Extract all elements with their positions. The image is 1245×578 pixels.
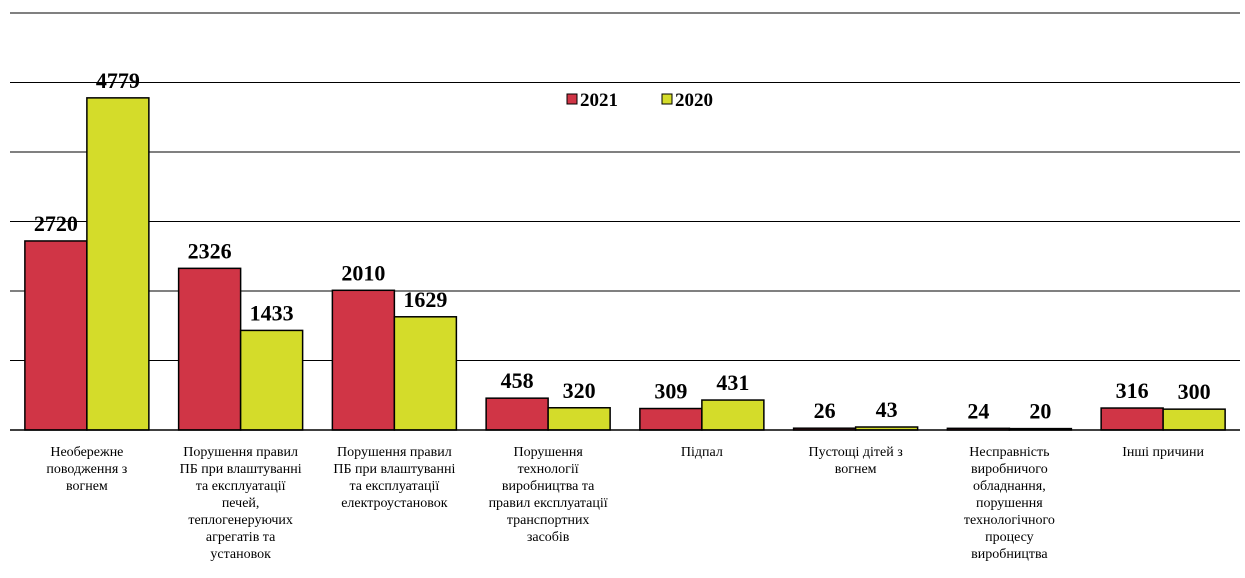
category-label-line: транспортних bbox=[507, 513, 590, 528]
value-label-2021-5: 309 bbox=[654, 379, 687, 404]
category-labels: Необережне поводження з вогнем Порушення пр… bbox=[46, 445, 1204, 562]
category-label-line: Несправність bbox=[969, 445, 1049, 460]
value-label-2020-5: 431 bbox=[716, 370, 749, 395]
legend-label-2021: 2021 bbox=[580, 90, 618, 111]
legend-swatch-2021 bbox=[566, 93, 578, 105]
value-label-2021-4: 458 bbox=[501, 368, 534, 393]
bars bbox=[24, 97, 1226, 431]
bar-2020-4 bbox=[547, 407, 611, 431]
category-label-5: Підпал bbox=[681, 445, 723, 460]
category-label-line: засобів bbox=[527, 530, 570, 545]
bar-2021-3 bbox=[331, 289, 396, 431]
bar-2020-3 bbox=[393, 316, 458, 431]
bar-2020-8 bbox=[1162, 408, 1226, 431]
category-label-line: електроустановок bbox=[341, 496, 448, 511]
category-label-8: Інші причини bbox=[1122, 445, 1204, 460]
category-label-4: Порушення технології виробництва та правил … bbox=[489, 445, 608, 545]
category-label-line: технології bbox=[518, 462, 579, 477]
category-label-line: агрегатів та bbox=[206, 530, 276, 545]
value-label-2020-4: 320 bbox=[563, 378, 596, 403]
category-label-line: Підпал bbox=[681, 445, 723, 460]
category-label-line: Порушення правил bbox=[337, 445, 452, 460]
value-label-2021-2: 2326 bbox=[188, 238, 232, 263]
category-label-line: Пустощі дітей з bbox=[808, 445, 903, 460]
bar-2021-1 bbox=[24, 240, 88, 431]
bar-2020-5 bbox=[701, 399, 765, 431]
bar-2021-4 bbox=[485, 397, 549, 431]
bar-2021-5 bbox=[639, 407, 703, 431]
value-label-2020-8: 300 bbox=[1178, 379, 1211, 404]
bar-2020-2 bbox=[239, 329, 304, 431]
value-label-2020-3: 1629 bbox=[403, 287, 447, 312]
category-label-line: та експлуатації bbox=[196, 479, 286, 494]
bar-2020-1 bbox=[86, 97, 150, 431]
value-label-2021-8: 316 bbox=[1116, 378, 1149, 403]
bar-2021-8 bbox=[1100, 407, 1164, 431]
category-label-line: вогнем bbox=[835, 462, 877, 477]
legend-label-2020: 2020 bbox=[675, 90, 713, 111]
value-label-2021-1: 2720 bbox=[34, 211, 78, 236]
category-label-line: поводження з bbox=[46, 462, 127, 477]
category-label-line: теплогенеруючих bbox=[188, 513, 293, 528]
value-label-2020-7: 20 bbox=[1029, 399, 1051, 424]
category-label-line: порушення bbox=[976, 496, 1043, 511]
value-labels: 2720 2326 2010 458 309 26 24 316 4779 1433 1629 320… bbox=[34, 68, 1211, 424]
value-label-2021-6: 26 bbox=[814, 398, 836, 423]
value-label-2020-1: 4779 bbox=[96, 68, 140, 93]
category-label-line: технологічного bbox=[964, 513, 1055, 528]
category-label-line: ПБ при влаштуванні bbox=[333, 462, 455, 477]
category-label-line: Необережне bbox=[50, 445, 123, 460]
category-label-line: виробництва та bbox=[502, 479, 595, 494]
category-label-line: ПБ при влаштуванні bbox=[180, 462, 302, 477]
category-label-7: Несправність виробничого обладнання, поруше… bbox=[964, 445, 1055, 562]
category-label-line: та експлуатації bbox=[349, 479, 439, 494]
value-label-2021-7: 24 bbox=[967, 398, 989, 423]
category-label-line: печей, bbox=[222, 496, 260, 511]
value-label-2020-6: 43 bbox=[876, 397, 898, 422]
legend-swatch-2020 bbox=[661, 93, 673, 105]
category-label-6: Пустощі дітей з вогнем bbox=[808, 445, 903, 477]
value-label-2021-3: 2010 bbox=[341, 260, 385, 285]
category-label-2: Порушення правил ПБ при влаштуванні та екс… bbox=[180, 445, 302, 562]
category-label-line: Інші причини bbox=[1122, 445, 1204, 460]
category-label-line: процесу bbox=[985, 530, 1034, 545]
category-label-line: виробництва bbox=[971, 547, 1048, 562]
category-label-line: Порушення правил bbox=[183, 445, 298, 460]
bar-2021-2 bbox=[177, 267, 242, 431]
value-label-2020-2: 1433 bbox=[250, 300, 294, 325]
category-label-line: установок bbox=[210, 547, 271, 562]
category-label-3: Порушення правил ПБ при влаштуванні та екс… bbox=[333, 445, 455, 511]
category-label-1: Необережне поводження з вогнем bbox=[46, 445, 127, 494]
category-label-line: виробничого bbox=[971, 462, 1048, 477]
category-label-line: обладнання, bbox=[973, 479, 1046, 494]
category-label-line: Порушення bbox=[513, 445, 583, 460]
legend: 2021 2020 bbox=[566, 90, 713, 111]
category-label-line: вогнем bbox=[66, 479, 108, 494]
category-label-line: правил експлуатації bbox=[489, 496, 608, 511]
